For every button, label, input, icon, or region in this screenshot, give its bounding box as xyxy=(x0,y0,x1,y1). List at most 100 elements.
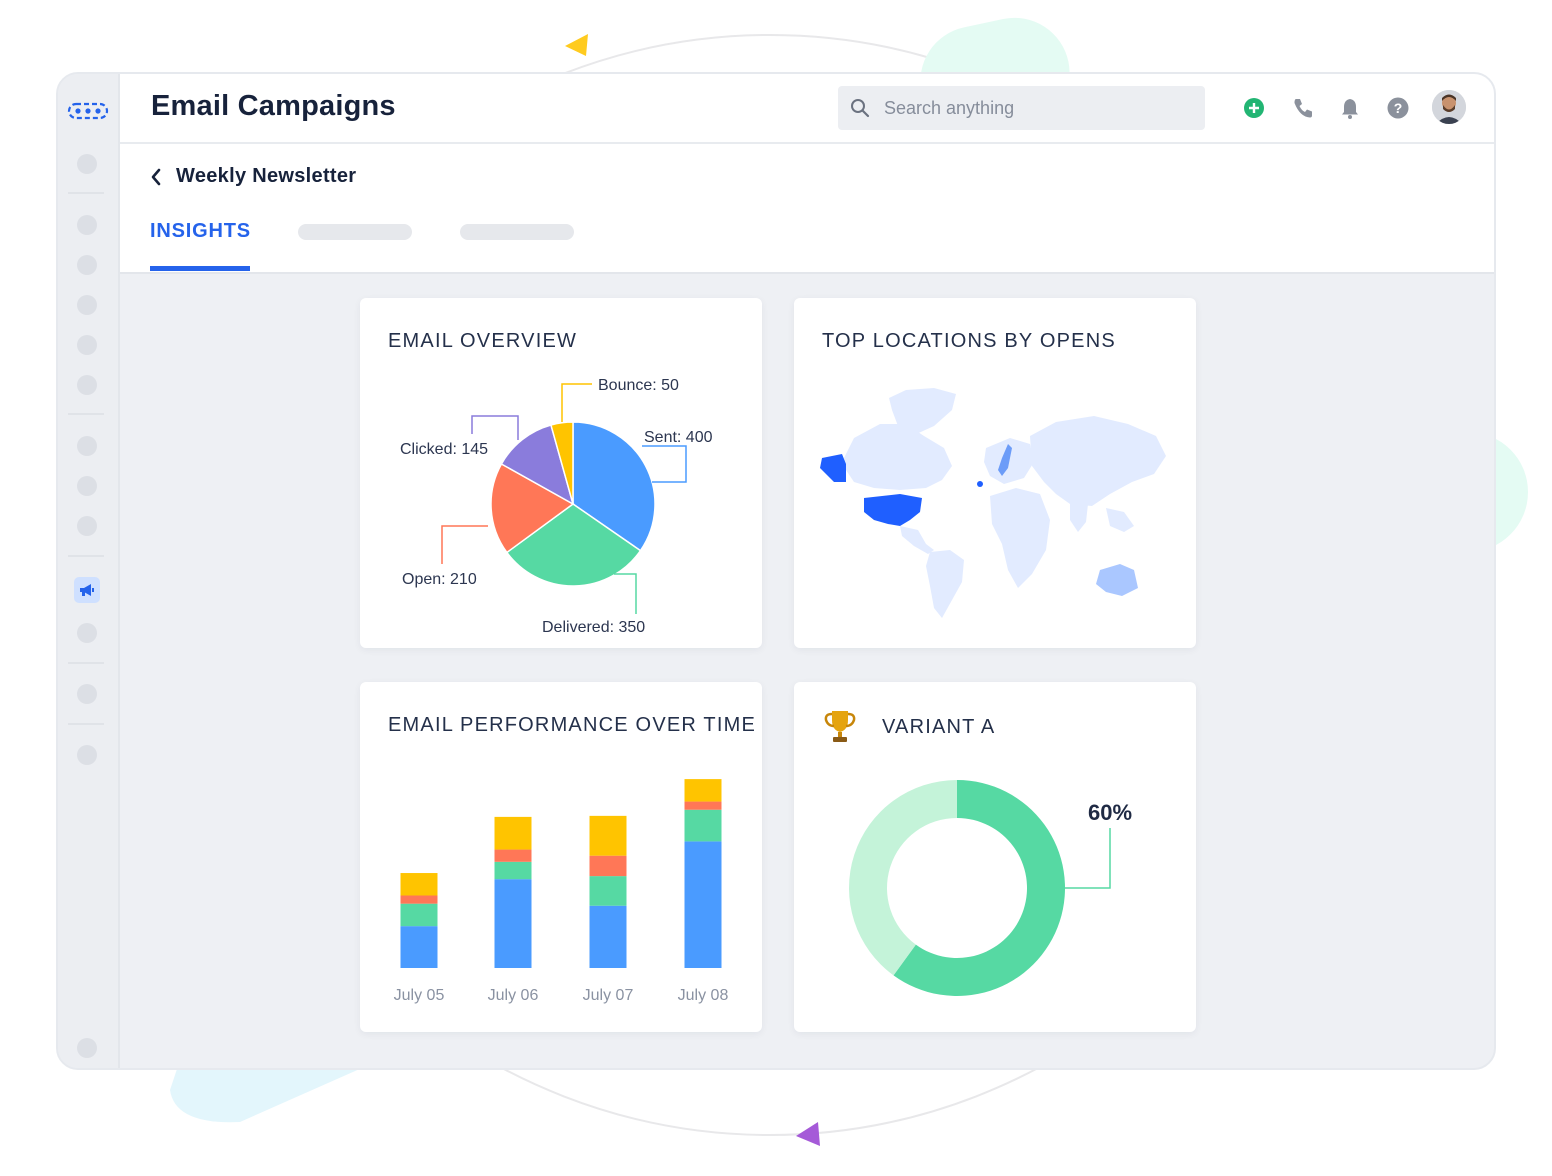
donut-slice-primary xyxy=(893,780,1065,996)
back-link[interactable]: Weekly Newsletter xyxy=(150,165,356,188)
bar-segment xyxy=(400,895,438,904)
bell-icon[interactable] xyxy=(1338,96,1362,120)
card-title: EMAIL OVERVIEW xyxy=(388,330,578,352)
top-bar: Email Campaigns ? xyxy=(120,74,1494,144)
pie-label-bounce: Bounce: 50 xyxy=(598,377,679,394)
pie-label-clicked: Clicked: 145 xyxy=(400,441,488,458)
map-australia xyxy=(1096,564,1138,596)
map-south-america xyxy=(926,550,964,618)
bar-segment xyxy=(589,876,627,906)
page-title: Email Campaigns xyxy=(151,90,396,122)
map-africa xyxy=(990,488,1050,588)
x-tick-label: July 07 xyxy=(583,987,634,1004)
sidebar-item[interactable] xyxy=(77,154,97,174)
sidebar-item[interactable] xyxy=(77,745,97,765)
bar-segment xyxy=(589,905,627,968)
bar-segment xyxy=(684,779,722,802)
email-performance-card: EMAIL PERFORMANCE OVER TIME July 05 July … xyxy=(360,682,762,1032)
open-leader xyxy=(441,525,488,564)
sidebar-divider xyxy=(68,413,104,415)
map-canada xyxy=(844,424,952,490)
pie-label-sent: Sent: 400 xyxy=(644,429,713,446)
map-india xyxy=(1070,500,1088,532)
map-united-states xyxy=(864,494,922,526)
tab-insights[interactable]: INSIGHTS xyxy=(150,220,251,242)
page-subheader: Weekly Newsletter INSIGHTS xyxy=(120,144,1494,274)
sidebar-item[interactable] xyxy=(77,476,97,496)
sidebar-item[interactable] xyxy=(77,375,97,395)
search-icon xyxy=(851,99,870,118)
x-tick-label: July 05 xyxy=(394,987,445,1004)
user-avatar-icon xyxy=(1432,90,1466,124)
tab-placeholder[interactable] xyxy=(460,224,574,240)
phone-icon[interactable] xyxy=(1291,96,1315,120)
map-central-america xyxy=(900,526,934,554)
megaphone-icon xyxy=(80,584,94,596)
email-performance-bar-chart: July 05 July 06 July 07 July 08 xyxy=(394,779,729,1004)
bar-segment xyxy=(494,816,532,850)
search-bar[interactable] xyxy=(838,86,1205,130)
map-uk xyxy=(977,481,983,487)
map-land xyxy=(844,388,1166,618)
variant-donut-chart: 60% xyxy=(849,780,1132,996)
pie-label-delivered: Delivered: 350 xyxy=(542,619,645,636)
sidebar-item-profile[interactable] xyxy=(77,1038,97,1058)
bar-segment xyxy=(400,926,438,968)
x-tick-label: July 08 xyxy=(678,987,729,1004)
tab-placeholder[interactable] xyxy=(298,224,412,240)
map-southeast-asia xyxy=(1106,508,1134,532)
bar-segment xyxy=(494,849,532,862)
card-title: VARIANT A xyxy=(882,716,996,738)
avatar[interactable] xyxy=(1432,90,1466,124)
sidebar-item-campaigns[interactable] xyxy=(74,577,100,603)
sidebar-divider xyxy=(68,662,104,664)
variant-percent-label: 60% xyxy=(1088,800,1132,825)
plus-circle-icon[interactable] xyxy=(1242,96,1266,120)
card-title: TOP LOCATIONS BY OPENS xyxy=(822,330,1116,352)
sidebar-item[interactable] xyxy=(77,335,97,355)
donut-slice-remaining xyxy=(849,780,957,976)
help-icon[interactable]: ? xyxy=(1386,96,1410,120)
bar-segment xyxy=(684,809,722,842)
sidebar-item[interactable] xyxy=(77,295,97,315)
bar-segment xyxy=(684,841,722,968)
sidebar-item[interactable] xyxy=(77,516,97,536)
active-tab-indicator xyxy=(150,266,250,271)
app-window: Email Campaigns ? xyxy=(56,72,1496,1070)
bar-segment xyxy=(400,873,438,896)
pie-slice-delivered xyxy=(505,503,642,587)
x-tick-label: July 06 xyxy=(488,987,539,1004)
bar-segment xyxy=(494,879,532,968)
delivered-leader xyxy=(614,573,637,614)
pie-slice-open xyxy=(490,462,575,554)
pie-slice-sent xyxy=(572,421,656,552)
map-norway xyxy=(998,444,1012,476)
sidebar-item[interactable] xyxy=(77,684,97,704)
email-overview-pie-chart: Sent: 400 Delivered: 350 Open: 210 Click… xyxy=(400,377,713,636)
card-title: EMAIL PERFORMANCE OVER TIME xyxy=(388,714,757,736)
bar-segment xyxy=(589,855,627,877)
sidebar-item[interactable] xyxy=(77,623,97,643)
map-asia xyxy=(1030,416,1166,506)
svg-text:?: ? xyxy=(1394,100,1403,116)
pie-leaders xyxy=(441,383,687,614)
sidebar-item[interactable] xyxy=(77,255,97,275)
sidebar-divider xyxy=(68,555,104,557)
sidebar-divider xyxy=(68,723,104,725)
world-map xyxy=(820,388,1166,618)
logo-icon xyxy=(67,102,109,120)
breadcrumb-title: Weekly Newsletter xyxy=(176,165,357,187)
search-input[interactable] xyxy=(882,96,1186,120)
bar-segment xyxy=(684,801,722,810)
sidebar-item[interactable] xyxy=(77,215,97,235)
sidebar-item[interactable] xyxy=(77,436,97,456)
bar-segment xyxy=(494,861,532,880)
map-alaska xyxy=(820,454,846,482)
sidebar-divider xyxy=(68,192,104,194)
pie-slice-clicked xyxy=(500,424,575,506)
top-locations-card: TOP LOCATIONS BY OPENS xyxy=(794,298,1196,648)
pie-label-open: Open: 210 xyxy=(402,571,477,588)
variant-card: VARIANT A 60% xyxy=(794,682,1196,1032)
sidebar xyxy=(58,74,120,1068)
sent-leader xyxy=(642,445,687,483)
